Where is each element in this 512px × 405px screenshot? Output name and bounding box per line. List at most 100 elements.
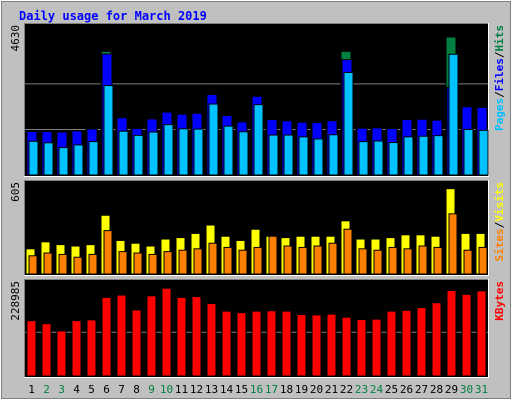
legend-entry-files: Files (493, 58, 506, 91)
bar-sites-day-27 (418, 245, 428, 275)
bar-kbytes-day-11 (176, 296, 187, 377)
bar-kbytes-day-7 (116, 294, 127, 377)
bar-pages-day-24 (373, 140, 384, 176)
legend-entry--sep-1: / (493, 221, 506, 228)
bar-pages-day-21 (328, 134, 339, 176)
bar-sites-day-6 (103, 230, 113, 275)
legend-entry-kbytes: KBytes (493, 281, 506, 321)
bar-sites-day-9 (148, 253, 158, 275)
y-axis-max-hits-files-pages: 4630 (9, 25, 22, 52)
bar-kbytes-day-28 (431, 302, 442, 377)
bar-pages-day-30 (463, 128, 474, 176)
x-tick-label-1: 1 (28, 383, 35, 396)
bar-pages-day-10 (163, 124, 174, 176)
x-tick-label-12: 12 (190, 383, 203, 396)
bar-sites-day-13 (208, 242, 218, 275)
x-tick-label-9: 9 (148, 383, 155, 396)
bar-sites-day-17 (268, 235, 278, 275)
x-tick-label-25: 25 (385, 383, 398, 396)
bar-sites-day-29 (448, 213, 458, 275)
bar-sites-day-10 (163, 251, 173, 275)
bar-sites-day-22 (343, 228, 353, 275)
bar-pages-day-7 (118, 130, 129, 176)
x-tick-label-22: 22 (340, 383, 353, 396)
bar-sites-day-31 (478, 246, 488, 275)
x-tick-label-18: 18 (280, 383, 293, 396)
bar-sites-day-3 (58, 253, 68, 275)
bar-kbytes-day-27 (416, 307, 427, 377)
bar-sites-day-1 (28, 255, 38, 275)
x-tick-label-5: 5 (88, 383, 95, 396)
x-tick-label-27: 27 (415, 383, 428, 396)
bar-kbytes-day-17 (266, 310, 277, 377)
bar-sites-day-18 (283, 245, 293, 275)
frame-shadow (1, 1, 511, 399)
bar-pages-day-4 (73, 144, 84, 176)
x-tick-label-13: 13 (205, 383, 218, 396)
x-tick-label-10: 10 (160, 383, 173, 396)
bar-pages-day-3 (58, 147, 69, 176)
bar-pages-day-27 (418, 135, 429, 176)
bar-sites-day-4 (73, 256, 83, 275)
bar-sites-day-23 (358, 248, 368, 275)
legend-entry-visits: Visits (493, 182, 506, 222)
bar-pages-day-31 (478, 129, 489, 176)
legend-hits-files-pages: Pages/Files/Hits (493, 25, 506, 131)
x-tick-label-23: 23 (355, 383, 368, 396)
bar-kbytes-day-18 (281, 310, 292, 377)
bar-kbytes-day-14 (221, 310, 232, 377)
bar-pages-day-23 (358, 141, 369, 176)
x-tick-label-4: 4 (73, 383, 80, 396)
legend-entry--sep-3: / (493, 51, 506, 58)
bar-kbytes-day-26 (401, 309, 412, 377)
bar-kbytes-day-25 (386, 310, 397, 377)
x-tick-label-15: 15 (235, 383, 248, 396)
x-tick-label-28: 28 (430, 383, 443, 396)
bar-sites-day-25 (388, 246, 398, 275)
legend-entry-sites: Sites (493, 228, 506, 261)
x-tick-label-24: 24 (370, 383, 384, 396)
bar-kbytes-day-30 (461, 293, 472, 377)
bar-pages-day-29 (448, 53, 459, 176)
legend-entry-pages: Pages (493, 98, 506, 131)
bar-kbytes-day-15 (236, 312, 247, 377)
bar-kbytes-day-19 (296, 314, 307, 377)
bar-pages-day-9 (148, 131, 159, 176)
x-tick-label-16: 16 (250, 383, 263, 396)
bar-pages-day-11 (178, 128, 189, 176)
bar-pages-day-13 (208, 103, 219, 176)
bar-sites-day-11 (178, 249, 188, 275)
bar-pages-day-5 (88, 141, 99, 176)
bar-pages-day-14 (223, 125, 234, 176)
bar-kbytes-day-24 (371, 318, 382, 377)
bar-sites-day-15 (238, 249, 248, 275)
bar-sites-day-12 (193, 248, 203, 275)
bar-kbytes-day-4 (71, 320, 82, 377)
x-tick-label-8: 8 (133, 383, 140, 396)
x-tick-label-31: 31 (475, 383, 488, 396)
bar-pages-day-28 (433, 135, 444, 176)
bar-sites-day-2 (43, 252, 53, 275)
bar-kbytes-day-20 (311, 314, 322, 377)
legend-entry-hits: Hits (493, 25, 506, 52)
bar-sites-day-30 (463, 249, 473, 275)
bar-pages-day-12 (193, 128, 204, 176)
bar-pages-day-18 (283, 134, 294, 176)
bar-sites-day-19 (298, 246, 308, 275)
x-tick-label-2: 2 (43, 383, 50, 396)
bar-pages-day-16 (253, 104, 264, 176)
bar-pages-day-19 (298, 136, 309, 176)
bar-kbytes-day-6 (101, 296, 112, 377)
bar-sites-day-24 (373, 249, 383, 275)
bar-sites-day-28 (433, 246, 443, 275)
legend-visits-sites: Sites/Visits (493, 182, 506, 262)
bar-kbytes-day-12 (191, 296, 202, 377)
bar-sites-day-26 (403, 248, 413, 275)
x-tick-label-26: 26 (400, 383, 413, 396)
x-tick-label-7: 7 (118, 383, 125, 396)
chart-title: Daily usage for March 2019 (19, 9, 207, 23)
bar-kbytes-day-16 (251, 310, 262, 377)
bar-sites-day-20 (313, 245, 323, 275)
